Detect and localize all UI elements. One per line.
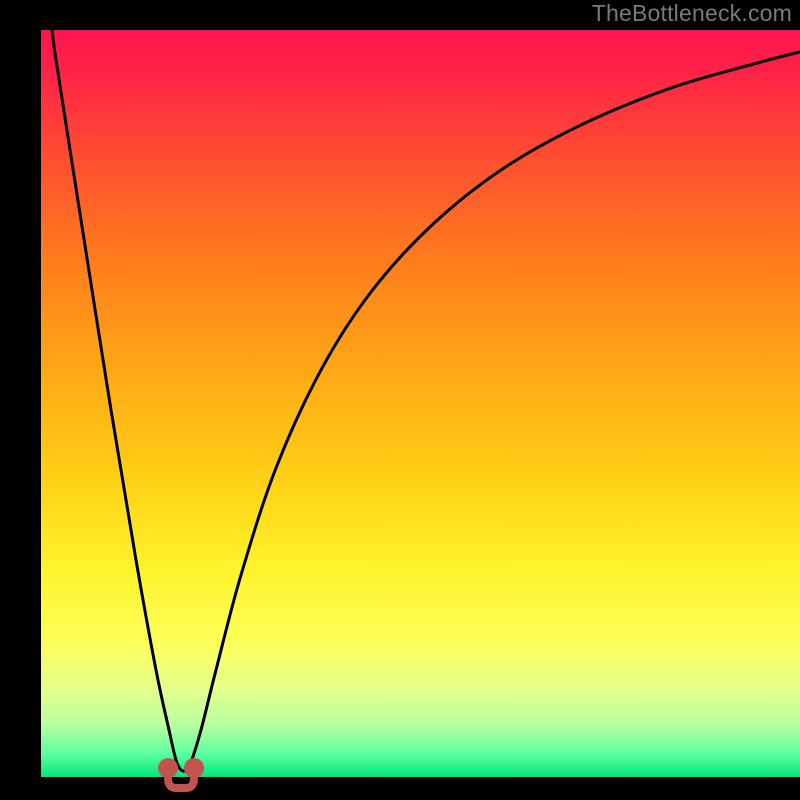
plot-area xyxy=(41,30,800,777)
watermark-text: TheBottleneck.com xyxy=(592,0,792,27)
bottleneck-curve xyxy=(51,20,800,771)
chart-container: TheBottleneck.com xyxy=(0,0,800,800)
minimum-marker xyxy=(158,758,204,788)
curve-layer xyxy=(41,30,800,777)
